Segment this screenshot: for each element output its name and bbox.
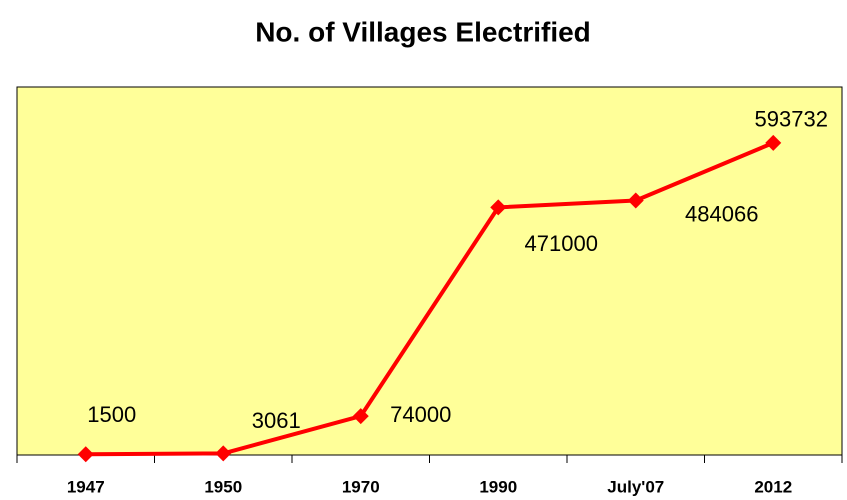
marker <box>352 408 369 425</box>
x-tick-label: 1990 <box>479 477 517 496</box>
data-label: 471000 <box>525 231 598 256</box>
x-tick-label: 1947 <box>67 477 105 496</box>
data-label: 484066 <box>685 201 758 226</box>
marker <box>490 199 507 216</box>
data-line <box>85 141 775 457</box>
chart-title: No. of Villages Electrified <box>255 16 591 47</box>
data-label: 74000 <box>390 402 451 427</box>
x-tick-label: 2012 <box>754 477 792 496</box>
plot-area <box>16 86 843 456</box>
data-label: 1500 <box>87 402 136 427</box>
x-tick-label: 1970 <box>342 477 380 496</box>
x-tick-label: July'07 <box>607 477 664 496</box>
marker <box>765 134 782 151</box>
data-label: 593732 <box>755 107 828 132</box>
marker <box>215 445 232 462</box>
data-label: 3061 <box>252 408 301 433</box>
x-tick-label: 1950 <box>204 477 242 496</box>
marker <box>627 192 644 209</box>
marker <box>77 446 94 463</box>
